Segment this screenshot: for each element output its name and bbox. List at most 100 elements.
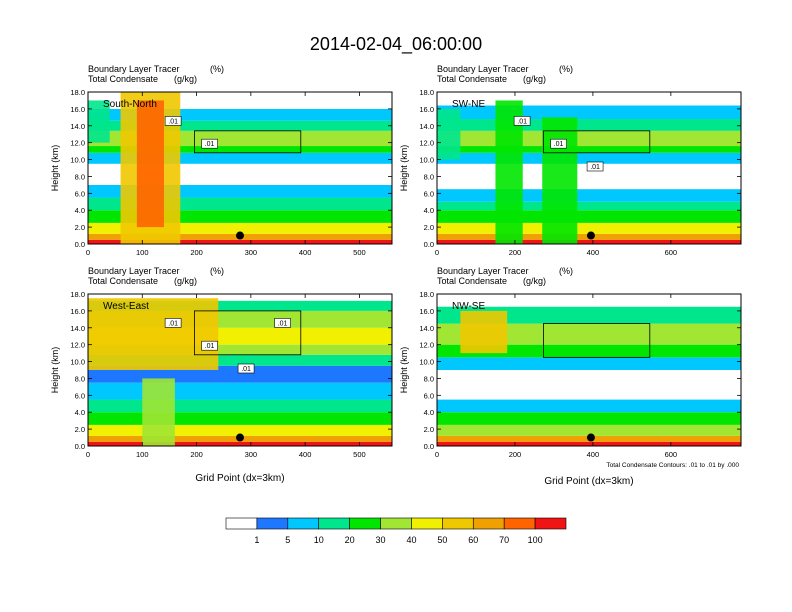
fill-variable-title: Boundary Layer Tracer (88, 64, 180, 74)
fill-plume-2 (437, 108, 461, 160)
x-tick-label: 200 (509, 248, 522, 257)
x-tick-label: 500 (353, 248, 366, 257)
contour-label-box (201, 340, 218, 351)
fill-band-0 (88, 441, 392, 446)
x-tick-label: 600 (665, 248, 678, 257)
x-tick-label: 300 (245, 450, 258, 459)
contour-label: .01 (554, 141, 564, 148)
y-tick-label: 0.0 (424, 442, 434, 451)
figure-title: 2014-02-04_06:00:00 (310, 34, 482, 55)
colorbar-swatch (380, 517, 412, 530)
fill-band-0 (437, 441, 741, 446)
colorbar-swatch (287, 517, 320, 530)
plot-frame (87, 91, 393, 245)
fill-band-2 (88, 222, 392, 234)
y-tick-label: 8.0 (424, 172, 434, 181)
x-tick-label: 0 (86, 248, 90, 257)
fill-variable-units: (%) (559, 266, 573, 276)
fill-plume-1 (542, 117, 578, 244)
fill-variable-title: Boundary Layer Tracer (88, 266, 180, 276)
contour-footnote: Total Condensate Contours: .01 to .01 by… (606, 462, 739, 469)
fill-band-2 (437, 222, 741, 234)
y-tick-label: 16.0 (70, 105, 85, 114)
contour-label-box (164, 116, 182, 126)
y-axis-label: Height (km) (50, 145, 60, 192)
x-tick-label: 400 (587, 248, 600, 257)
y-tick-label: 0.0 (424, 240, 434, 249)
fill-band-6 (437, 357, 741, 370)
y-tick-label: 6.0 (75, 189, 85, 198)
fill-band-10 (437, 119, 741, 131)
y-tick-label: 16.0 (419, 105, 434, 114)
fill-band-8 (437, 323, 741, 345)
contour-label: .01 (241, 366, 251, 373)
colorbar-label: 10 (314, 535, 324, 545)
y-tick-label: 6.0 (75, 391, 85, 400)
y-tick-label: 0.0 (75, 442, 85, 451)
fill-band-3 (437, 412, 741, 425)
y-tick-label: 18.0 (70, 88, 85, 97)
fill-band-10 (88, 120, 392, 131)
contour-variable-units: (g/kg) (174, 276, 197, 286)
y-axis-label: Height (km) (50, 347, 60, 394)
fill-band-7 (88, 152, 392, 164)
fill-variable-units: (%) (210, 64, 224, 74)
y-tick-label: 14.0 (419, 122, 434, 131)
y-axis-label: Height (km) (399, 347, 409, 394)
y-tick-label: 12.0 (70, 341, 85, 350)
fill-plume-2 (88, 100, 110, 143)
y-tick-label: 12.0 (70, 139, 85, 148)
y-tick-label: 0.0 (75, 240, 85, 249)
contour-label: .01 (168, 320, 178, 327)
fill-band-7 (437, 344, 741, 358)
location-marker (586, 433, 595, 442)
y-tick-label: 4.0 (424, 408, 434, 417)
y-tick-label: 8.0 (75, 172, 85, 181)
location-marker (236, 231, 244, 240)
y-tick-label: 8.0 (75, 374, 85, 383)
fill-variable-units: (%) (210, 266, 224, 276)
fill-band-8 (88, 146, 392, 153)
fill-band-10 (437, 294, 741, 307)
x-axis-label: Grid Point (dx=3km) (544, 476, 633, 487)
fill-band-3 (88, 412, 392, 425)
y-tick-label: 18.0 (419, 88, 434, 97)
fill-band-8 (88, 344, 392, 355)
fill-band-4 (437, 201, 741, 211)
colorbar-swatch (442, 517, 474, 530)
panels: .01 .01 South-North Boundary Layer Tracer (%… (50, 64, 742, 487)
fill-band-11 (88, 108, 392, 121)
y-tick-label: 10.0 (419, 358, 434, 367)
fill-band-3 (437, 210, 741, 223)
plot-frame (436, 91, 742, 245)
fill-band-7 (437, 152, 741, 164)
fill-band-12 (88, 294, 392, 301)
contour-variable-title: Total Condensate (437, 276, 507, 286)
contour-label-box (237, 363, 255, 374)
location-marker (236, 433, 244, 442)
panel-1: .01 .01 South-North Boundary Layer Tracer (%… (50, 64, 393, 257)
y-tick-label: 2.0 (75, 425, 85, 434)
y-tick-label: 12.0 (419, 139, 434, 148)
y-tick-label: 18.0 (419, 290, 434, 299)
fill-plume-1 (136, 100, 164, 228)
fill-band-5 (437, 370, 741, 400)
y-tick-label: 16.0 (419, 307, 434, 316)
fill-band-5 (88, 382, 392, 400)
x-axis-label: Grid Point (dx=3km) (195, 473, 284, 484)
plot-area: .01 .01 (88, 92, 392, 244)
fill-band-2 (437, 424, 741, 436)
fill-band-4 (437, 399, 741, 413)
y-tick-label: 6.0 (424, 189, 434, 198)
panel-label: SW-NE (452, 99, 485, 110)
panel-4: NW-SE Boundary Layer Tracer (%) Total Conde… (399, 266, 742, 487)
fill-variable-title: Boundary Layer Tracer (437, 64, 529, 74)
y-tick-label: 4.0 (424, 206, 434, 215)
colorbar-swatch (256, 517, 289, 530)
fill-plume-0 (460, 310, 508, 354)
contour-label-box (586, 161, 604, 172)
contour-label: .01 (168, 118, 178, 125)
x-tick-label: 100 (136, 248, 149, 257)
contour-label-box (164, 318, 182, 328)
y-tick-label: 4.0 (75, 206, 85, 215)
